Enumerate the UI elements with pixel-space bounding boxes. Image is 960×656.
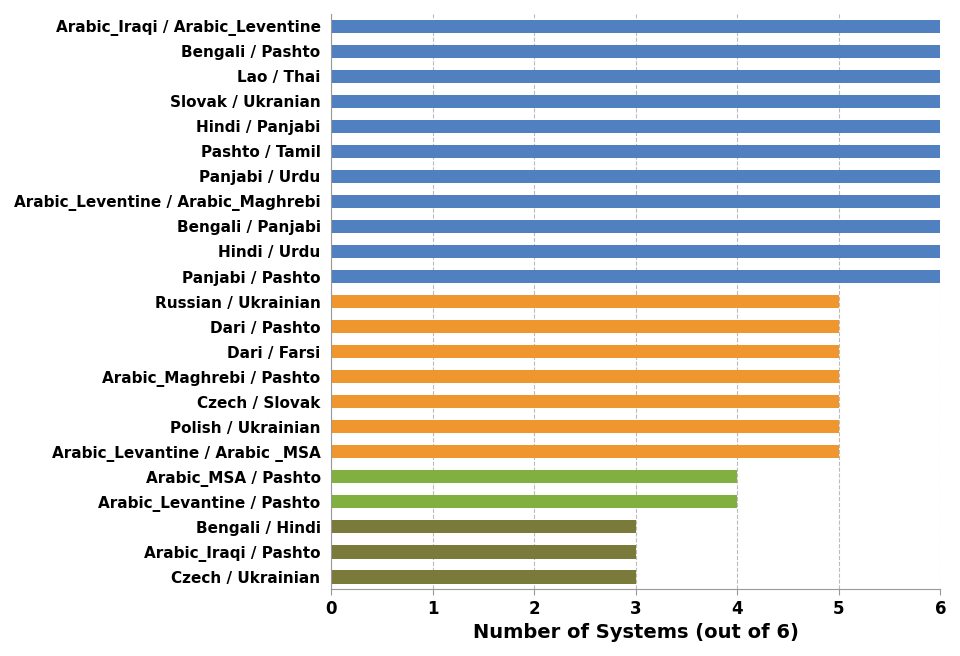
Bar [331, 144, 941, 158]
Bar [331, 420, 839, 434]
Bar [331, 470, 737, 483]
Bar [331, 495, 737, 508]
Bar [331, 344, 839, 358]
Bar [331, 20, 941, 33]
Bar [331, 445, 839, 459]
Bar [331, 395, 839, 409]
Bar [331, 520, 636, 533]
Bar [331, 295, 839, 308]
Bar [331, 245, 941, 258]
Bar [331, 270, 941, 283]
Bar [331, 195, 941, 209]
Bar [331, 570, 636, 583]
Bar [331, 70, 941, 83]
Bar [331, 544, 636, 558]
Bar [331, 319, 839, 333]
Bar [331, 119, 941, 133]
Bar [331, 94, 941, 108]
X-axis label: Number of Systems (out of 6): Number of Systems (out of 6) [472, 623, 799, 642]
Bar [331, 370, 839, 383]
Bar [331, 45, 941, 58]
Bar [331, 170, 941, 183]
Bar [331, 220, 941, 234]
